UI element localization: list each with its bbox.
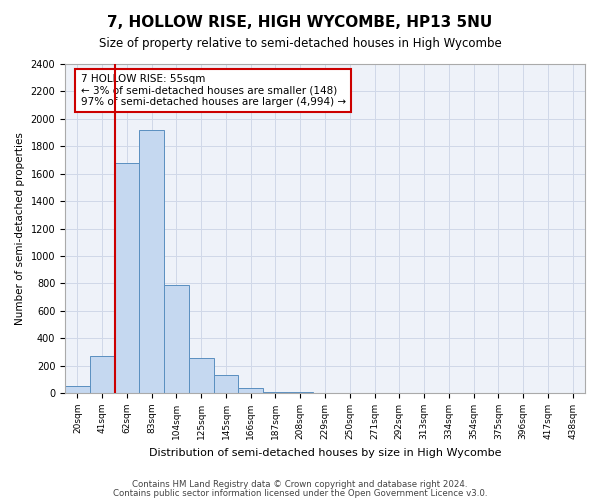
Text: Size of property relative to semi-detached houses in High Wycombe: Size of property relative to semi-detach… <box>98 38 502 51</box>
Bar <box>263 392 288 393</box>
Text: 7 HOLLOW RISE: 55sqm
← 3% of semi-detached houses are smaller (148)
97% of semi-: 7 HOLLOW RISE: 55sqm ← 3% of semi-detach… <box>80 74 346 107</box>
Bar <box>115 162 139 393</box>
Bar <box>65 386 90 393</box>
Bar <box>288 392 313 393</box>
X-axis label: Distribution of semi-detached houses by size in High Wycombe: Distribution of semi-detached houses by … <box>149 448 501 458</box>
Text: Contains HM Land Registry data © Crown copyright and database right 2024.: Contains HM Land Registry data © Crown c… <box>132 480 468 489</box>
Text: 7, HOLLOW RISE, HIGH WYCOMBE, HP13 5NU: 7, HOLLOW RISE, HIGH WYCOMBE, HP13 5NU <box>107 15 493 30</box>
Bar <box>214 375 238 393</box>
Bar <box>164 285 189 393</box>
Bar <box>238 388 263 393</box>
Text: Contains public sector information licensed under the Open Government Licence v3: Contains public sector information licen… <box>113 488 487 498</box>
Bar <box>189 358 214 393</box>
Bar <box>139 130 164 393</box>
Y-axis label: Number of semi-detached properties: Number of semi-detached properties <box>15 132 25 325</box>
Bar <box>90 356 115 393</box>
